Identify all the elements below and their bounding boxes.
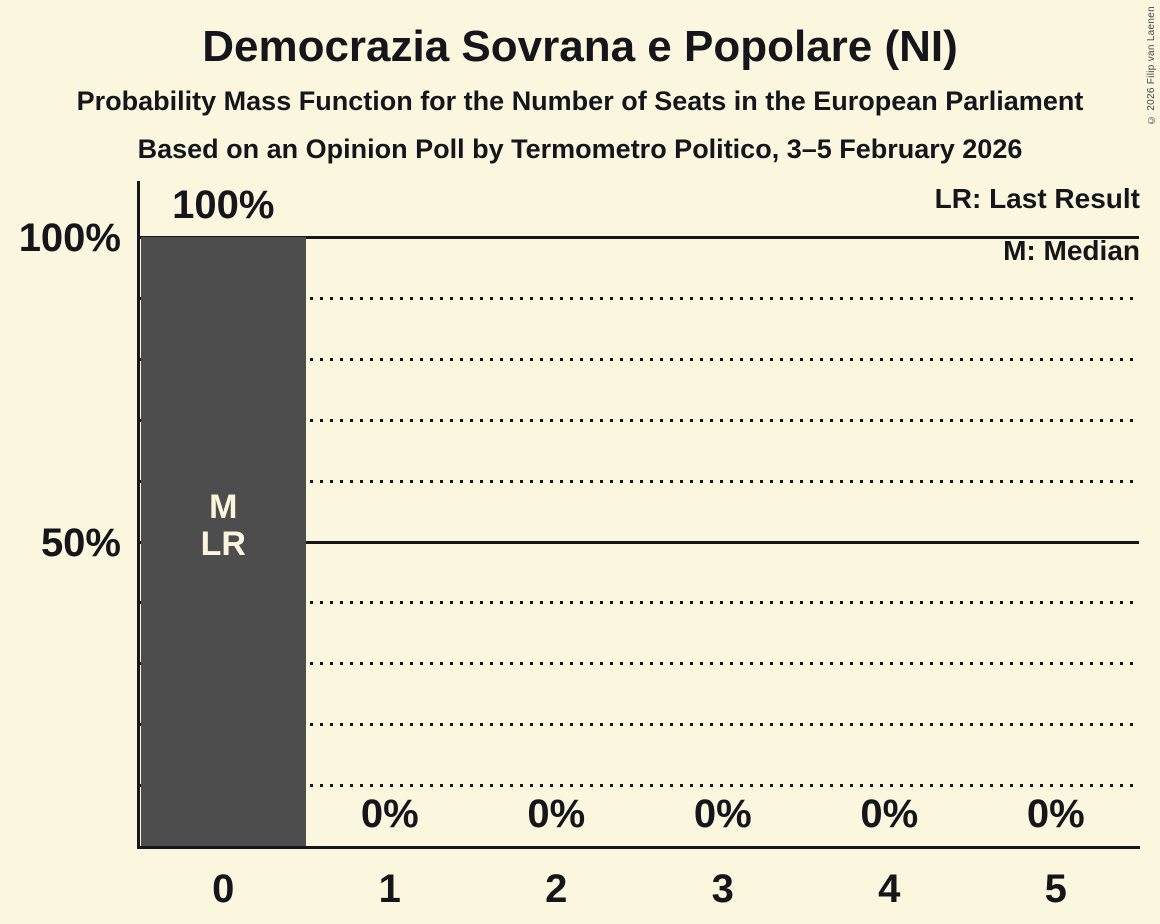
chart-title: Democrazia Sovrana e Popolare (NI) — [202, 22, 958, 71]
gridline-solid-50pct — [140, 541, 1139, 544]
y-tick-label-100: 100% — [18, 216, 121, 260]
bar-seats-0 — [141, 237, 306, 846]
chart-source-note: Based on an Opinion Poll by Termometro P… — [137, 134, 1023, 164]
gridline-solid-100pct — [140, 236, 1139, 239]
y-tick-label-50: 50% — [40, 521, 121, 565]
bar-value-label-2: 0% — [527, 792, 586, 836]
copyright-note: © 2026 Filip van Laenen — [1146, 6, 1157, 126]
legend-median: M: Median — [1003, 235, 1140, 266]
gridline-dotted-60pct — [140, 480, 1139, 483]
x-tick-label-4: 4 — [878, 867, 901, 911]
bar-value-label-5: 0% — [1026, 792, 1085, 836]
legend-last-result: LR: Last Result — [934, 183, 1140, 214]
gridline-dotted-30pct — [140, 662, 1139, 665]
x-tick-label-3: 3 — [711, 867, 734, 911]
bar-value-label-1: 0% — [360, 792, 419, 836]
gridline-dotted-80pct — [140, 358, 1139, 361]
x-axis-line — [137, 846, 1140, 849]
gridline-dotted-20pct — [140, 723, 1139, 726]
bar-annotation-median-lastresult: M LR — [200, 488, 246, 563]
x-tick-label-2: 2 — [545, 867, 568, 911]
x-tick-label-5: 5 — [1044, 867, 1067, 911]
gridline-dotted-40pct — [140, 601, 1139, 604]
chart-subtitle: Probability Mass Function for the Number… — [76, 86, 1084, 116]
bar-value-label-3: 0% — [693, 792, 752, 836]
y-axis-line — [137, 181, 140, 849]
x-tick-label-1: 1 — [378, 867, 401, 911]
bar-value-label-4: 0% — [860, 792, 919, 836]
x-tick-label-0: 0 — [212, 867, 235, 911]
gridline-dotted-70pct — [140, 419, 1139, 422]
bar-value-label-0: 100% — [172, 183, 275, 227]
gridline-dotted-10pct — [140, 784, 1139, 787]
gridline-dotted-90pct — [140, 297, 1139, 300]
